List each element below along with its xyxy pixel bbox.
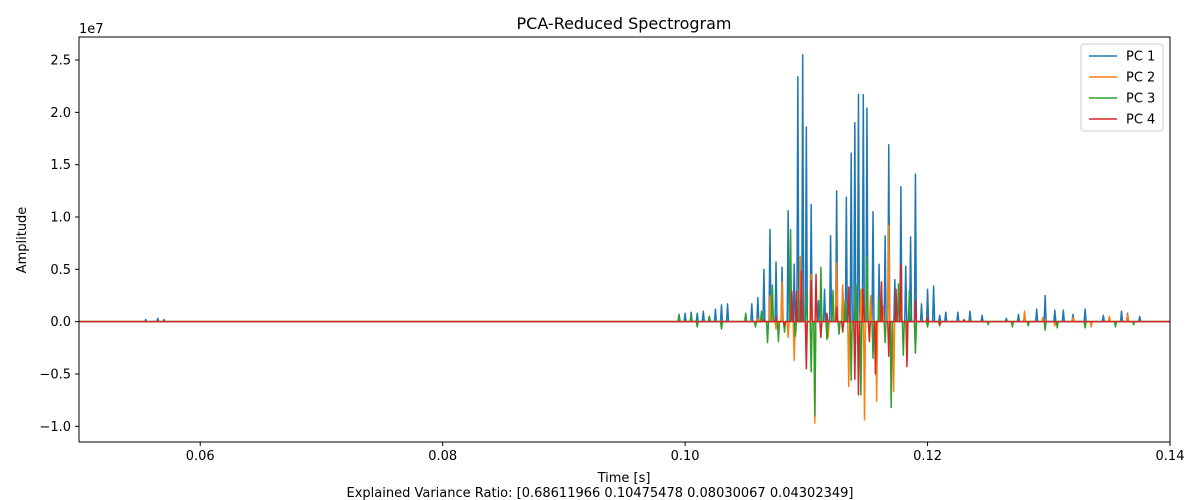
x-tick-label: 0.10 <box>671 449 700 464</box>
x-axis-label: Time [s] <box>597 471 651 486</box>
legend-label-pc-3: PC 3 <box>1126 92 1155 107</box>
y-offset-label: 1e7 <box>79 22 104 37</box>
legend-box <box>1080 43 1164 132</box>
y-tick-label: 0.5 <box>50 263 71 278</box>
y-tick-label: 0.0 <box>50 315 71 330</box>
legend-label-pc-2: PC 2 <box>1126 71 1155 86</box>
x-tick-label: 0.14 <box>1156 449 1185 464</box>
x-axis: 0.06 0.08 0.10 0.12 0.14 <box>186 442 1185 464</box>
y-tick-label: 2.5 <box>50 54 71 69</box>
y-tick-label: 1.5 <box>50 158 71 173</box>
x-tick-label: 0.06 <box>186 449 215 464</box>
y-axis: −1.0 −0.5 0.0 0.5 1.0 1.5 2.0 2.5 <box>39 54 79 435</box>
y-tick-label: −0.5 <box>39 367 71 382</box>
legend-label-pc-1: PC 1 <box>1126 50 1155 65</box>
legend-label-pc-4: PC 4 <box>1126 113 1155 128</box>
series-line-pc-4 <box>79 263 1170 396</box>
y-tick-label: 2.0 <box>50 106 71 121</box>
chart-title: PCA-Reduced Spectrogram <box>517 14 732 33</box>
y-tick-label: 1.0 <box>50 211 71 226</box>
axes-frame <box>78 36 1171 443</box>
y-tick-label: −1.0 <box>39 420 71 435</box>
explained-variance-caption: Explained Variance Ratio: [0.68611966 0.… <box>347 486 854 500</box>
y-axis-label: Amplitude <box>15 207 30 274</box>
x-tick-label: 0.08 <box>428 449 457 464</box>
series-line-pc-3 <box>79 228 1170 417</box>
plot-area <box>79 54 1170 424</box>
x-tick-label: 0.12 <box>913 449 942 464</box>
legend: PC 1 PC 2 PC 3 PC 4 <box>1080 43 1164 132</box>
